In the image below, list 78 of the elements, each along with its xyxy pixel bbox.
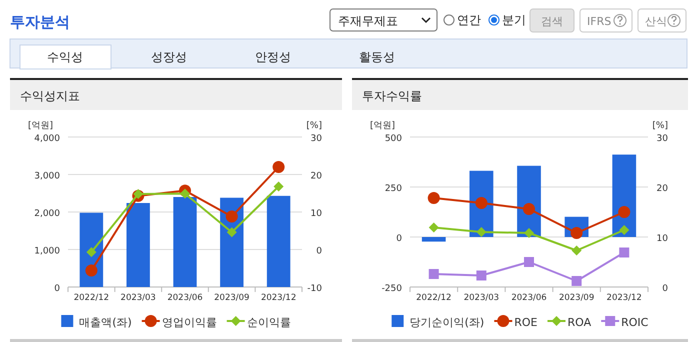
y-tick-label: 3,000 (34, 172, 60, 182)
x-tick-label: 2023/03 (120, 293, 156, 303)
point (619, 225, 630, 235)
point (475, 197, 488, 209)
y-tick-label: 2,000 (34, 209, 60, 219)
y-tick-label: 4,000 (34, 134, 60, 144)
legend-label: 순이익률 (246, 316, 291, 329)
point (428, 269, 439, 279)
point (180, 188, 190, 199)
point (619, 248, 630, 258)
legend-label: 당기순이익(좌) (410, 316, 484, 329)
text: 검색 (541, 15, 563, 28)
point (133, 189, 144, 199)
bar (173, 197, 197, 287)
point (86, 247, 96, 258)
x-tick-label: 2023/12 (606, 293, 642, 303)
y-tick-label: 500 (384, 134, 402, 144)
legend-label: ROIC (621, 316, 649, 329)
point (85, 264, 98, 276)
text: 연간 (457, 13, 481, 27)
y2-tick-label: -10 (307, 284, 322, 294)
chart-title: 투자수익률 (362, 89, 422, 103)
y-tick-label: 250 (384, 184, 402, 194)
y2-tick-label: 10 (310, 209, 322, 219)
legend-label: 매출액(좌) (79, 316, 132, 329)
x-tick-label: 2023/06 (511, 293, 547, 303)
text: 활동성 (359, 50, 395, 64)
text: 성장성 (151, 50, 187, 64)
legend-label: 영업이익률 (162, 316, 217, 329)
y-tick-label: 1,000 (34, 246, 60, 256)
y2-tick-label: 30 (310, 134, 322, 144)
y2-tick-label: 20 (310, 172, 322, 182)
point (428, 192, 440, 204)
x-tick-label: 2023/06 (167, 293, 203, 303)
legend-label: ROE (514, 316, 538, 329)
text: 분기 (502, 13, 526, 27)
point (226, 210, 238, 222)
point (476, 227, 486, 237)
text: 산식 (645, 15, 667, 28)
text: 안정성 (255, 50, 291, 64)
text: 주재무제표 (338, 14, 398, 28)
y2-tick-label: 0 (662, 284, 668, 294)
y2-tick-label: 20 (656, 184, 668, 194)
y2-axis-title: [%] (306, 121, 322, 131)
y-tick-label: 0 (396, 234, 402, 244)
x-tick-label: 2022/12 (416, 293, 452, 303)
point (572, 276, 582, 286)
legend-label: ROA (567, 316, 592, 329)
x-tick-label: 2023/12 (260, 293, 296, 303)
x-tick-label: 2023/09 (214, 293, 250, 303)
point (272, 161, 285, 173)
x-tick-label: 2022/12 (74, 293, 110, 303)
bar (126, 203, 150, 287)
text: 수익성 (47, 50, 83, 64)
y2-tick-label: 0 (316, 246, 322, 256)
y-axis-title: [억원] (370, 121, 396, 131)
point (428, 222, 439, 232)
bar (422, 237, 446, 242)
point (618, 206, 630, 218)
y2-tick-label: 30 (656, 134, 668, 144)
text: 투자분석 (10, 13, 70, 31)
y2-axis-title: [%] (652, 121, 668, 131)
y-tick-label: 0 (54, 284, 60, 294)
y-tick-label: -250 (382, 284, 402, 294)
bar (266, 196, 290, 287)
x-tick-label: 2023/03 (464, 293, 500, 303)
y2-tick-label: 10 (656, 234, 668, 244)
point (226, 227, 237, 238)
point (476, 270, 486, 280)
point (523, 203, 535, 215)
point (274, 182, 284, 192)
point (572, 246, 582, 256)
point (524, 257, 534, 267)
text: IFRS (587, 15, 612, 28)
chart-title: 수익성지표 (20, 89, 80, 103)
y-axis-title: [억원] (28, 121, 54, 131)
x-tick-label: 2023/09 (558, 293, 594, 303)
point (524, 228, 534, 238)
